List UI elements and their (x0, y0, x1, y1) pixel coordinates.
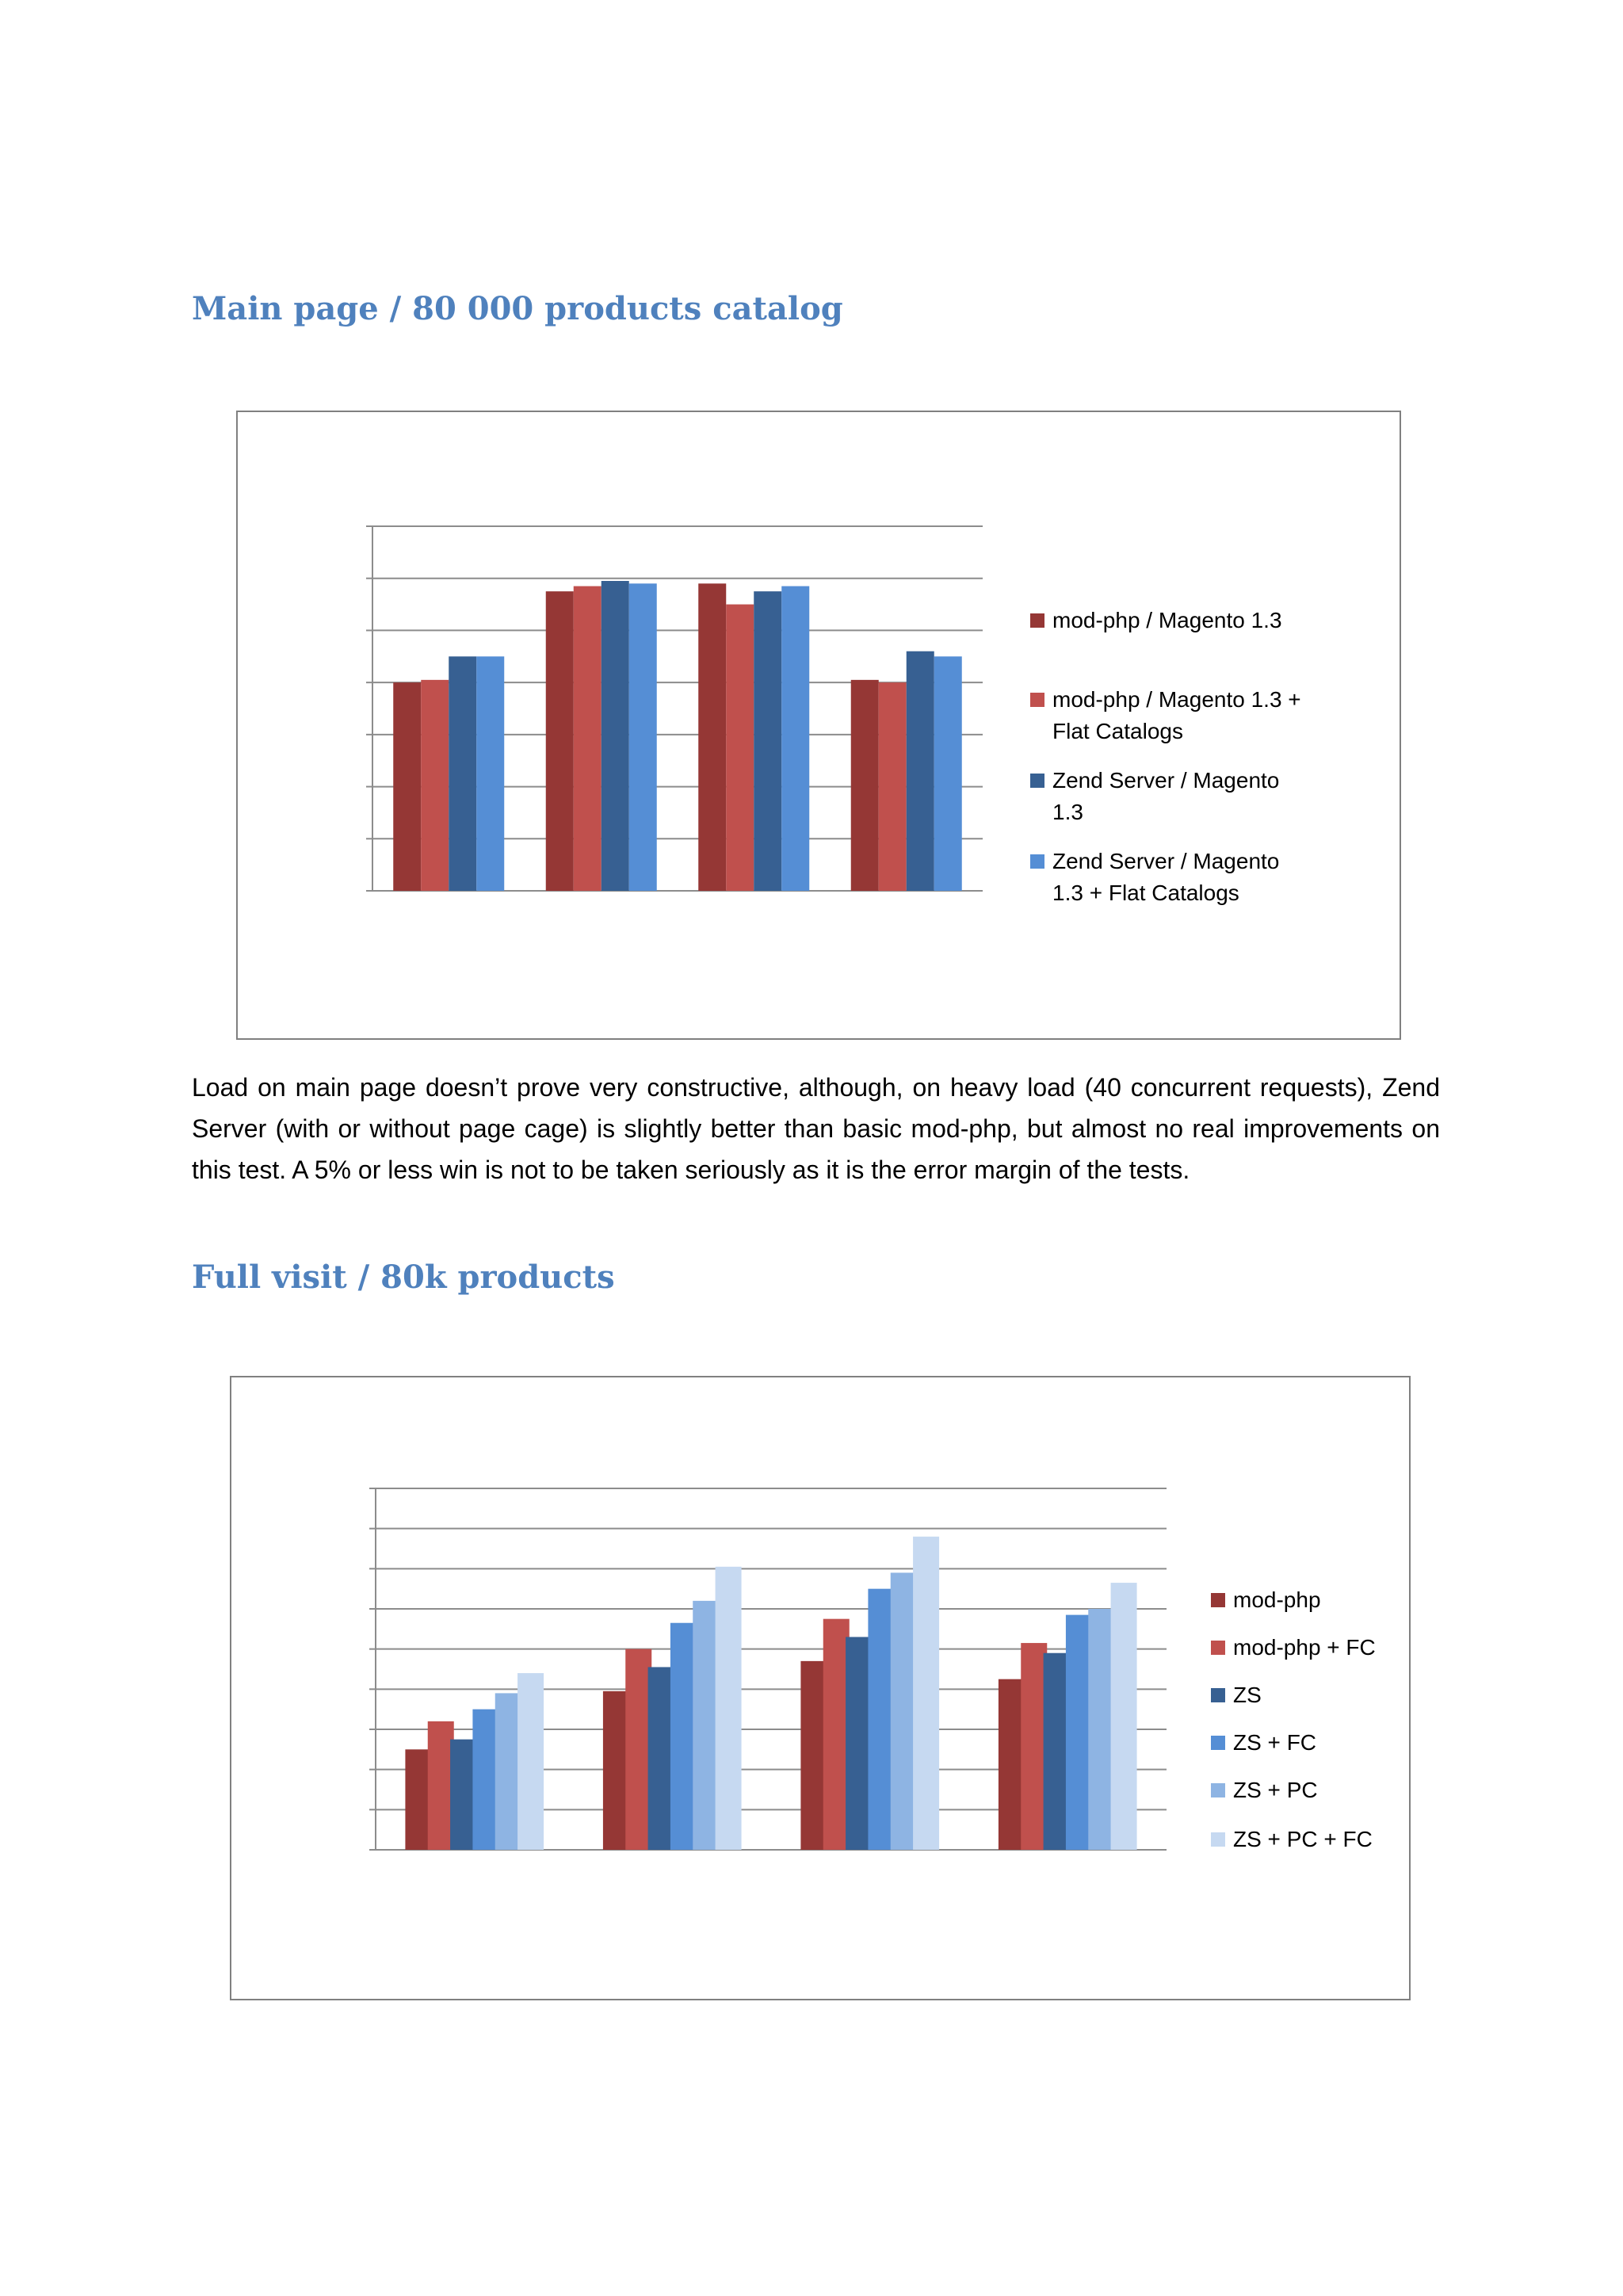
bar-series-4-cat-10 (670, 1622, 697, 1850)
legend-label-series-1: mod-php / Magento 1.3 (1052, 608, 1282, 632)
bar-series-3-cat-40 (1043, 1652, 1070, 1850)
bar-series-4-cat-20 (868, 1588, 895, 1850)
bar-series-2-cat-20 (823, 1618, 850, 1850)
legend-label-series-1: mod-php (1233, 1587, 1321, 1612)
bar-series-2-cat-5 (421, 679, 449, 891)
bar-series-4-cat-5 (476, 656, 505, 891)
bar-series-3-cat-20 (754, 591, 782, 891)
legend-swatch-series-5 (1211, 1783, 1225, 1797)
legend-label-series-6: ZS + PC + FC (1233, 1827, 1373, 1851)
bar-series-4-cat-10 (628, 583, 657, 891)
legend-swatch-series-2 (1211, 1641, 1225, 1655)
legend-label-series-5: ZS + PC (1233, 1778, 1318, 1802)
bar-series-1-cat-10 (545, 591, 574, 891)
legend-swatch-series-6 (1211, 1832, 1225, 1847)
legend-swatch-series-1 (1211, 1593, 1225, 1607)
bar-series-3-cat-10 (647, 1667, 674, 1850)
bar-series-1-cat-20 (698, 583, 727, 891)
legend-swatch-series-3 (1030, 774, 1044, 788)
bar-series-5-cat-20 (890, 1572, 917, 1850)
legend-swatch-series-4 (1211, 1736, 1225, 1750)
bar-series-2-cat-5 (427, 1721, 454, 1850)
bar-series-2-cat-10 (573, 586, 601, 891)
bar-series-1-cat-20 (800, 1660, 827, 1850)
main-page-chart: mod-php / Magento 1.3 mod-php / Magento 1… (366, 525, 1301, 905)
bar-series-1-cat-40 (850, 679, 879, 891)
bar-series-2-cat-40 (1021, 1643, 1048, 1850)
bar-series-2-cat-20 (726, 604, 754, 891)
bar-series-1-cat-40 (998, 1679, 1025, 1850)
bar-series-6-cat-20 (913, 1536, 940, 1850)
section-heading-full-visit: Full visit / 80k products (192, 1259, 615, 1296)
bar-series-6-cat-40 (1110, 1583, 1137, 1850)
bar-series-3-cat-20 (846, 1637, 873, 1850)
bar-series-1-cat-10 (602, 1690, 629, 1850)
bar-series-4-cat-40 (1065, 1614, 1092, 1850)
bar-series-4-cat-40 (934, 656, 962, 891)
full-visit-chart-frame: mod-php mod-php + FC ZS ZS + FC ZS + PC ZS + … (230, 1376, 1411, 2000)
bar-series-3-cat-5 (450, 1739, 477, 1850)
section-heading-main-page: Main page / 80 000 products catalog (192, 290, 843, 327)
legend-label-series-4: ZS + FC (1233, 1730, 1316, 1755)
legend-swatch-series-4 (1030, 854, 1044, 869)
bar-series-1-cat-5 (393, 682, 422, 891)
legend-label-series-2: mod-php / Magento 1.3 + Flat Catalogs (1052, 687, 1301, 743)
legend-label-series-2: mod-php + FC (1233, 1635, 1376, 1660)
bar-series-2-cat-10 (625, 1648, 652, 1850)
bar-series-6-cat-10 (715, 1566, 742, 1850)
analysis-paragraph: Load on main page doesn’t prove very con… (192, 1073, 1440, 1184)
legend-label-series-3: ZS (1233, 1683, 1262, 1707)
bar-series-3-cat-10 (601, 581, 629, 891)
full-visit-chart: mod-php mod-php + FC ZS ZS + FC ZS + PC ZS + … (369, 1488, 1376, 1851)
bar-series-2-cat-40 (878, 682, 907, 891)
bar-series-4-cat-5 (472, 1709, 499, 1850)
bar-series-1-cat-5 (405, 1749, 432, 1850)
bar-series-3-cat-5 (449, 656, 477, 891)
legend-label-series-3: Zend Server / Magento 1.3 (1052, 768, 1279, 824)
legend-swatch-series-2 (1030, 693, 1044, 707)
bar-series-5-cat-10 (693, 1600, 720, 1850)
bar-series-5-cat-40 (1088, 1609, 1115, 1850)
main-page-chart-frame: mod-php / Magento 1.3 mod-php / Magento 1… (236, 411, 1401, 1040)
bar-series-6-cat-5 (517, 1673, 544, 1850)
bar-series-3-cat-40 (906, 651, 934, 891)
legend-label-series-4: Zend Server / Magento 1.3 + Flat Catalogs (1052, 849, 1279, 905)
bar-series-4-cat-20 (781, 586, 810, 891)
legend-swatch-series-3 (1211, 1688, 1225, 1702)
legend-swatch-series-1 (1030, 613, 1044, 628)
bar-series-5-cat-5 (495, 1693, 521, 1850)
